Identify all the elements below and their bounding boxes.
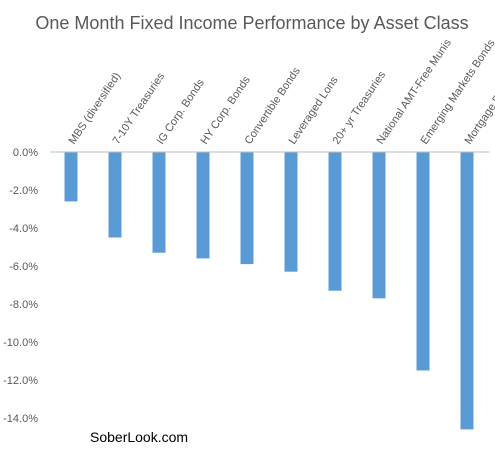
y-tick-label: -6.0% (9, 261, 38, 273)
y-tick-label: -10.0% (3, 337, 38, 349)
bar (328, 152, 342, 291)
bar (64, 152, 78, 202)
x-tick-label: IG Corp. Bonds (155, 77, 208, 147)
bar (196, 152, 210, 259)
bar-series (64, 152, 474, 430)
bar (108, 152, 122, 238)
y-tick-label: -14.0% (3, 413, 38, 425)
y-axis: 0.0% -2.0% -4.0% -6.0% -8.0% -10.0% -12.0% -14.… (3, 147, 38, 425)
bar (240, 152, 254, 265)
bar (460, 152, 474, 430)
y-tick-label: 0.0% (13, 147, 38, 159)
bar (372, 152, 386, 299)
chart-title: One Month Fixed Income Performance by As… (35, 13, 468, 33)
y-tick-label: -12.0% (3, 375, 38, 387)
bar (152, 152, 166, 253)
y-tick-label: -8.0% (9, 299, 38, 311)
x-tick-label: National AMT-Free Munis (375, 37, 455, 147)
y-tick-label: -4.0% (9, 223, 38, 235)
bar (284, 152, 298, 272)
source-annotation: SoberLook.com (90, 429, 188, 445)
y-tick-label: -2.0% (9, 185, 38, 197)
bar (416, 152, 430, 371)
